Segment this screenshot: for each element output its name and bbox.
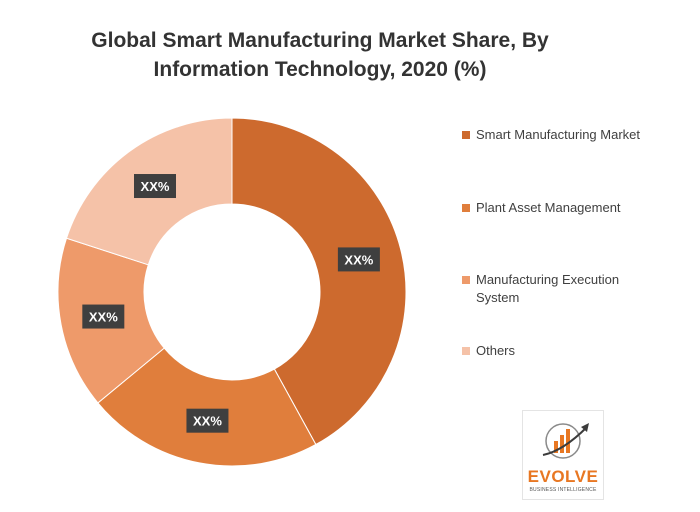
- data-label-plant-asset-management: XX%: [193, 414, 222, 429]
- legend-label: Manufacturing Execution System: [476, 272, 620, 305]
- chart-title: Global Smart Manufacturing Market Share,…: [40, 26, 600, 84]
- data-label-box-smart-manufacturing-market: [337, 247, 380, 272]
- data-label-box-manufacturing-execution-system: [82, 304, 125, 329]
- legend-swatch-plant-asset-management: [462, 204, 470, 212]
- logo-tagline: BUSINESS INTELLIGENCE: [529, 487, 597, 493]
- data-label-manufacturing-execution-system: XX%: [89, 310, 118, 325]
- legend-item-manufacturing-execution-system[interactable]: Manufacturing Execution System: [462, 271, 641, 307]
- legend-swatch-manufacturing-execution-system: [462, 276, 470, 284]
- legend-swatch-smart-manufacturing-market: [462, 131, 470, 139]
- donut-slice-plant-asset-management[interactable]: [97, 347, 317, 467]
- donut-slices: [57, 117, 407, 467]
- legend-item-plant-asset-management[interactable]: Plant Asset Management: [462, 199, 666, 217]
- data-label-box-plant-asset-management: [186, 408, 229, 433]
- legend-label: Smart Manufacturing Market: [476, 127, 641, 142]
- chart-title-line-2: Information Technology, 2020 (%): [153, 58, 487, 81]
- data-label-others: XX%: [141, 179, 170, 194]
- legend-label: Plant Asset Management: [476, 200, 621, 215]
- data-label-smart-manufacturing-market: XX%: [344, 252, 373, 267]
- growth-chart-arrow-icon: [542, 423, 589, 459]
- legend-item-others[interactable]: Others: [462, 342, 666, 360]
- logo-wordmark: EVOLVE: [527, 467, 599, 486]
- donut-slice-smart-manufacturing-market[interactable]: [231, 117, 407, 446]
- legend-label: Others: [476, 343, 516, 358]
- legend-swatch-others: [462, 347, 470, 355]
- legend-item-smart-manufacturing-market[interactable]: Smart Manufacturing Market: [462, 126, 666, 144]
- data-label-box-others: [134, 174, 177, 199]
- donut-data-labels: XX% XX% XX% XX%: [82, 174, 380, 433]
- chart-title-line-1: Global Smart Manufacturing Market Share,…: [91, 29, 549, 52]
- evolve-logo: EVOLVE BUSINESS INTELLIGENCE: [522, 410, 604, 500]
